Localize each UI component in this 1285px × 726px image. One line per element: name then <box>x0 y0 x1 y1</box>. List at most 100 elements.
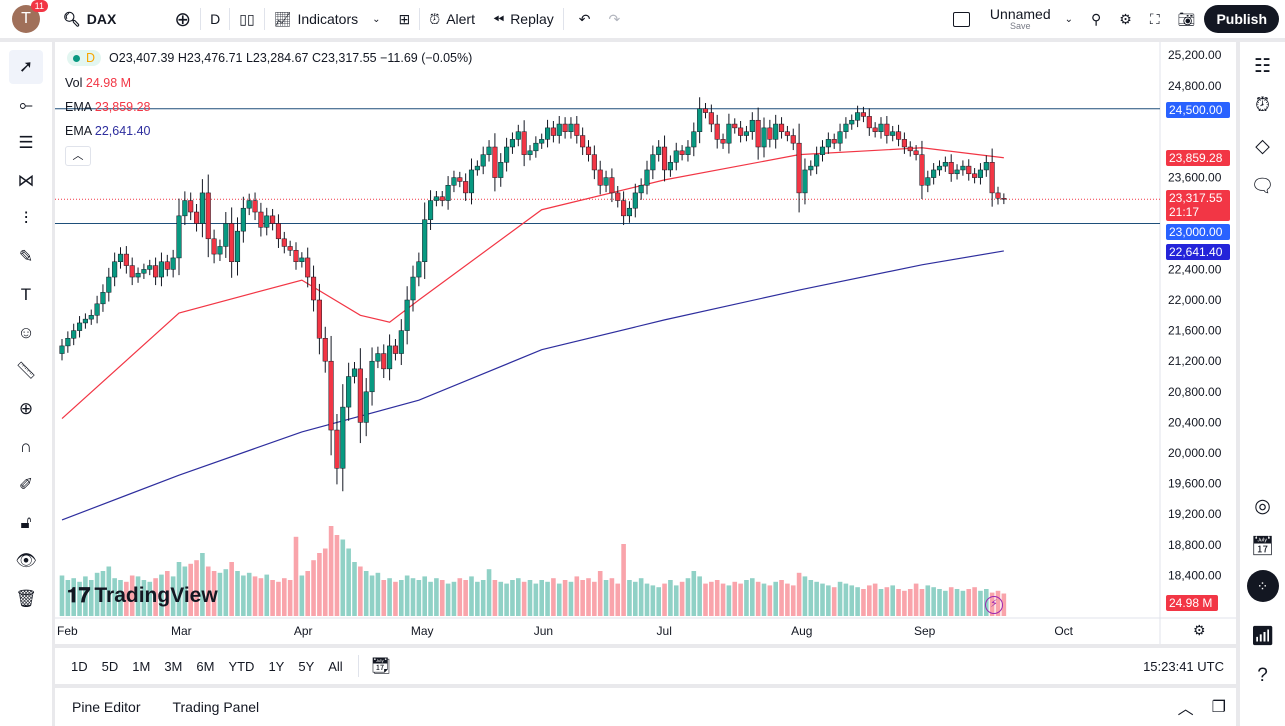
volume-bar <box>486 569 492 616</box>
brush-tool[interactable]: ✎ <box>9 240 43 274</box>
fullscreen-button[interactable]: ⛶ <box>1141 0 1169 38</box>
replay-button[interactable]: ⏪︎ Replay <box>484 0 563 38</box>
apps-button[interactable]: ⁘ <box>1240 566 1285 606</box>
price-tick: 19,200.00 <box>1168 507 1222 521</box>
candle-body <box>936 165 943 171</box>
pattern-tool[interactable]: ⋈ <box>9 164 43 198</box>
volume-bar <box>750 578 755 616</box>
goto-date-button[interactable]: 📆︎ <box>371 656 391 676</box>
chart-type-button[interactable]: ▯▯ <box>230 0 263 38</box>
time-tick: Apr <box>294 624 313 638</box>
layout-button[interactable]: Unnamed Save ⌄ <box>944 0 1082 38</box>
alert-button[interactable]: ⏰︎ Alert <box>420 0 484 38</box>
volume-bar <box>720 583 726 616</box>
cursor-tool[interactable]: ➚ <box>9 50 43 84</box>
tab-pine-editor[interactable]: Pine Editor <box>72 699 141 715</box>
candle-body <box>673 150 679 163</box>
streams-button[interactable]: 📶︎ <box>1240 616 1285 656</box>
range-1d[interactable]: 1D <box>71 658 88 674</box>
undo-button[interactable]: ↶ <box>570 0 600 38</box>
range-5y[interactable]: 5Y <box>298 658 315 674</box>
trendline-tool[interactable]: ⟜ <box>9 88 43 122</box>
ema-legend-2[interactable]: EMA 22,641.40 <box>65 124 151 138</box>
ema-legend-1[interactable]: EMA 23,859.28 <box>65 100 151 114</box>
range-5d[interactable]: 5D <box>101 658 119 674</box>
range-all[interactable]: All <box>328 658 343 674</box>
lightning-icon[interactable]: ⚡︎ <box>985 596 1003 614</box>
screener-button[interactable]: ◎ <box>1240 486 1285 526</box>
object-tree-button[interactable]: ◇ <box>1240 126 1285 166</box>
candle-body <box>790 135 796 144</box>
range-6m[interactable]: 6M <box>196 658 215 674</box>
tab-trading-panel[interactable]: Trading Panel <box>172 699 260 715</box>
watchlist-button[interactable]: ☷ <box>1240 46 1285 86</box>
candle-body <box>281 238 287 247</box>
volume-bar <box>504 583 509 616</box>
zoom-tool[interactable]: ⊕ <box>9 392 43 426</box>
axis-settings-button[interactable]: ⚙ <box>1193 622 1206 639</box>
maximize-panel-button[interactable]: ❐ <box>1212 697 1226 717</box>
expand-panel-button[interactable]: ︿ <box>1178 695 1194 719</box>
range-ytd[interactable]: YTD <box>228 658 255 674</box>
chat-button[interactable]: 🗨︎ <box>1240 166 1285 206</box>
volume-bar <box>451 581 457 616</box>
candle-body <box>112 261 118 278</box>
redo-button[interactable]: ↷ <box>600 0 630 38</box>
range-3m[interactable]: 3M <box>164 658 183 674</box>
chevron-down-icon: ⌄ <box>372 13 381 25</box>
volume-bar <box>890 585 895 616</box>
forecast-tool[interactable]: ⫶ <box>9 202 43 236</box>
volume-bar <box>223 569 229 616</box>
text-tool[interactable]: T <box>9 278 43 312</box>
volume-bar <box>264 574 270 616</box>
stay-drawing-tool[interactable]: ✐ <box>9 468 43 502</box>
remove-tool[interactable]: 🗑︎ <box>9 582 43 616</box>
templates-button[interactable]: ⊞ <box>390 0 420 38</box>
candle-body <box>211 238 217 255</box>
symbol-search[interactable]: 🔍︎ DAX <box>54 0 125 38</box>
compare-symbol-button[interactable]: ⊕ <box>165 0 200 38</box>
interval-label: D <box>210 11 221 27</box>
ruler-tool[interactable]: 📏︎ <box>9 354 43 388</box>
indicators-button[interactable]: 📈︎ Indicators ⌄ <box>265 0 390 38</box>
publish-button[interactable]: Publish <box>1204 5 1279 33</box>
text-icon: T <box>20 285 32 304</box>
eye-icon: 👁︎ <box>15 551 37 570</box>
snapshot-button[interactable]: 📷︎ <box>1169 0 1205 38</box>
candle-body <box>995 192 1001 199</box>
volume-bar <box>527 580 533 616</box>
volume-bar <box>129 575 135 616</box>
help-button[interactable]: ? <box>1240 656 1285 696</box>
hide-tool[interactable]: 👁︎ <box>9 544 43 578</box>
avatar[interactable]: T 11 <box>12 0 48 33</box>
candle-body <box>691 131 697 148</box>
settings-button[interactable]: ⚙ <box>1110 0 1141 38</box>
calendar-button[interactable]: 📅︎ <box>1240 526 1285 566</box>
candle-body <box>825 139 831 148</box>
range-1y[interactable]: 1Y <box>268 658 285 674</box>
lock-tool[interactable]: 🔓︎ <box>9 506 43 540</box>
fib-tool[interactable]: ☰ <box>9 126 43 160</box>
chart-pane[interactable]: 25,200.00 24,800.00 23,600.00 22,400.00 22,0… <box>55 42 1236 644</box>
quick-search-button[interactable]: ⚲ <box>1082 0 1110 38</box>
volume-bar <box>241 575 246 616</box>
price-chart[interactable]: 25,200.00 24,800.00 23,600.00 22,400.00 22,0… <box>55 42 1236 644</box>
price-tick: 19,600.00 <box>1168 477 1222 491</box>
magnet-tool[interactable]: ∩ <box>9 430 43 464</box>
market-status[interactable]: D <box>67 50 102 66</box>
range-1m[interactable]: 1M <box>132 658 151 674</box>
candle-body <box>837 131 843 144</box>
volume-legend[interactable]: Vol 24.98 M <box>65 76 131 90</box>
alerts-button[interactable]: ⏰︎ <box>1240 86 1285 126</box>
emoji-tool[interactable]: ☺ <box>9 316 43 350</box>
volume-bar <box>568 581 574 616</box>
candle-body <box>463 181 469 194</box>
volume-bar <box>551 578 556 616</box>
candle-body <box>311 276 317 301</box>
collapse-legend-button[interactable]: ︿ <box>65 146 91 166</box>
candle-body <box>486 146 492 155</box>
candle-body <box>65 338 71 347</box>
interval-button[interactable]: D <box>201 0 229 38</box>
timezone-clock[interactable]: 15:23:41 UTC <box>1143 658 1224 674</box>
candle-body <box>158 261 165 278</box>
